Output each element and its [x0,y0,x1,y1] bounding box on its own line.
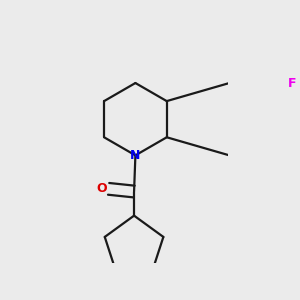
Text: N: N [130,149,141,162]
Text: F: F [288,76,296,89]
Text: O: O [97,182,107,195]
